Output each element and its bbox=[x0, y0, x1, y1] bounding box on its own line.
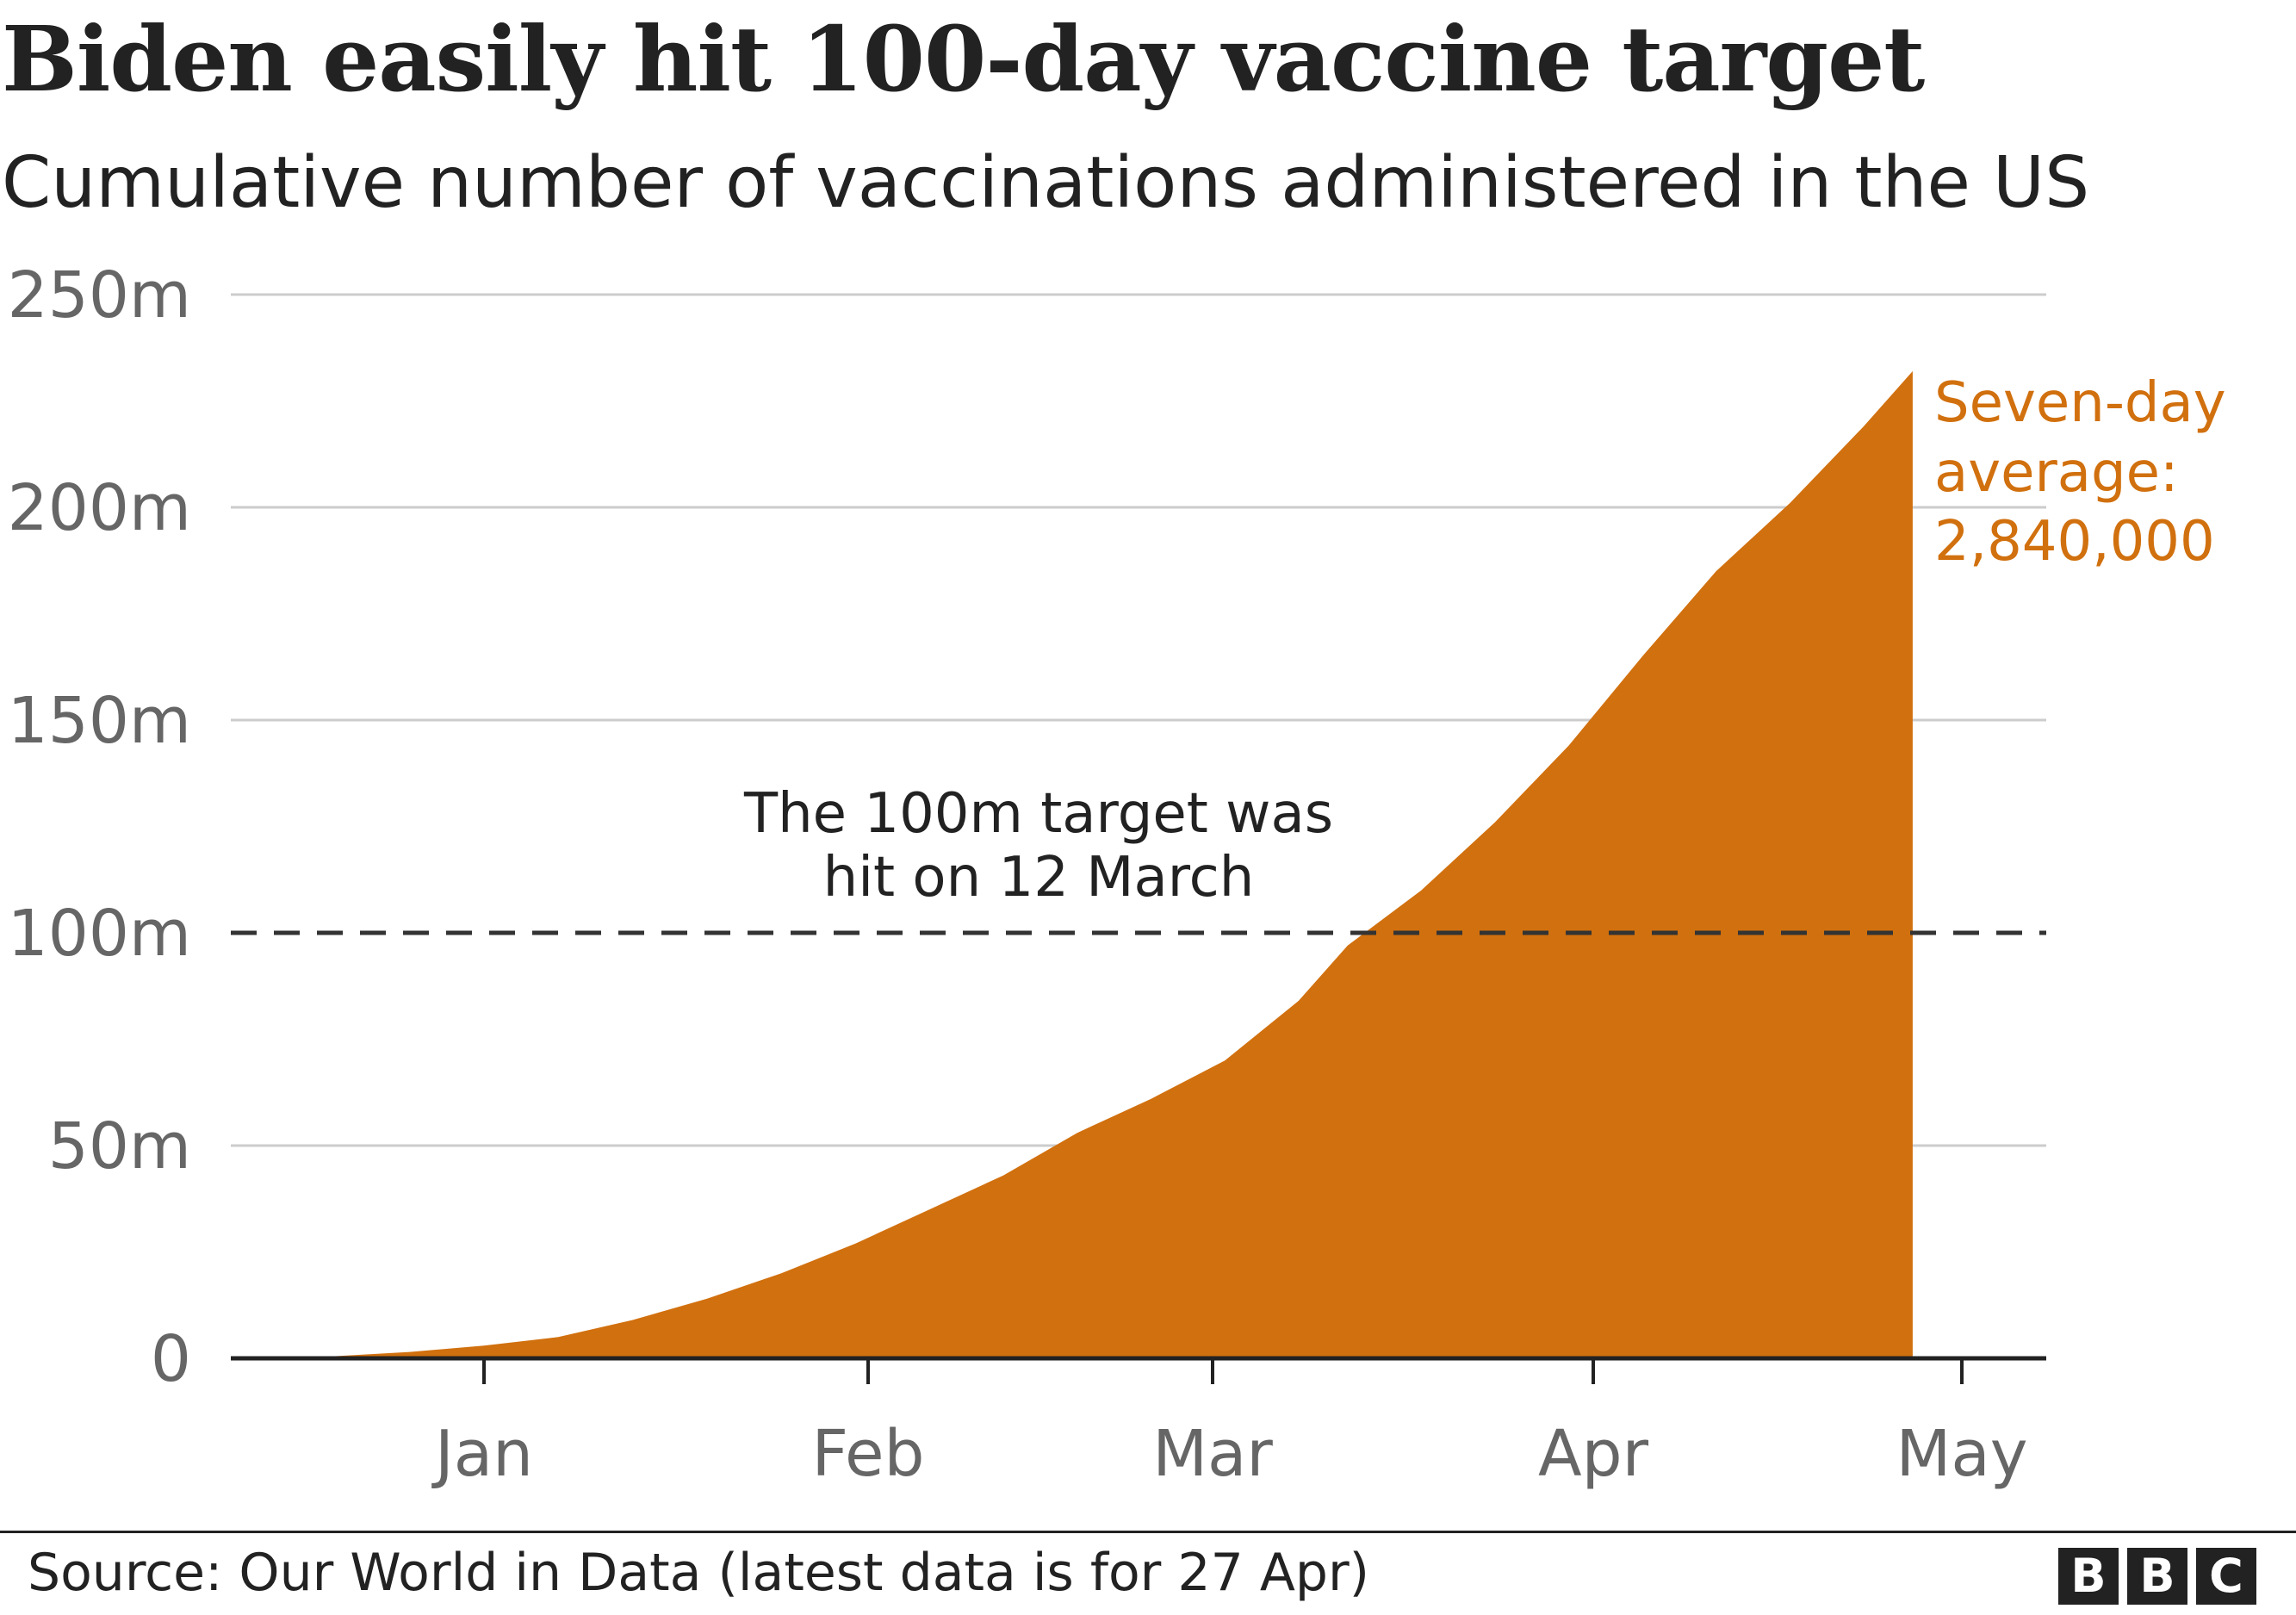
x-tick-label: May bbox=[1896, 1417, 2028, 1491]
y-tick-label: 250m bbox=[8, 258, 191, 332]
target-annotation-line: hit on 12 March bbox=[823, 846, 1255, 910]
chart-subtitle: Cumulative number of vaccinations admini… bbox=[2, 142, 2090, 224]
seven-day-average-line: 2,840,000 bbox=[1934, 510, 2215, 574]
x-tick-label: Apr bbox=[1538, 1417, 1649, 1491]
vaccination-area-chart: 0 50m 100m 150m 200m 250m Jan Feb Mar Apr May The 1… bbox=[8, 258, 2226, 1491]
source-note: Source: Our World in Data (latest data i… bbox=[28, 1543, 1370, 1603]
seven-day-average-line: average: bbox=[1934, 441, 2179, 505]
seven-day-average-label: Seven-day average: 2,840,000 bbox=[1934, 371, 2226, 574]
area-series bbox=[261, 370, 1913, 1358]
x-tick-label: Jan bbox=[431, 1417, 533, 1491]
target-annotation-line: The 100m target was bbox=[743, 782, 1333, 846]
x-tick-label: Feb bbox=[811, 1417, 924, 1491]
bbc-logo-letter-b2: B bbox=[2127, 1548, 2187, 1605]
x-tick-label: Mar bbox=[1152, 1417, 1273, 1491]
y-tick-label: 0 bbox=[151, 1322, 191, 1396]
chart-title: Biden easily hit 100-day vaccine target bbox=[2, 6, 1925, 112]
bbc-logo-letter-c: C bbox=[2196, 1548, 2256, 1605]
y-tick-label: 100m bbox=[8, 897, 191, 971]
bbc-logo-letter-b1: B bbox=[2058, 1548, 2119, 1605]
y-tick-label: 50m bbox=[48, 1109, 191, 1183]
y-tick-label: 200m bbox=[8, 471, 191, 545]
chart-annotations: 0 50m 100m 150m 200m 250m Jan Feb Mar Apr May The 1… bbox=[8, 258, 2226, 1491]
seven-day-average-line: Seven-day bbox=[1934, 371, 2226, 435]
footer-divider bbox=[0, 1531, 2296, 1533]
target-annotation: The 100m target was hit on 12 March bbox=[743, 782, 1333, 910]
y-tick-label: 150m bbox=[8, 684, 191, 758]
vaccinations-area bbox=[261, 370, 1913, 1358]
bbc-logo: B B C bbox=[2058, 1548, 2256, 1605]
axes bbox=[231, 1356, 2046, 1384]
